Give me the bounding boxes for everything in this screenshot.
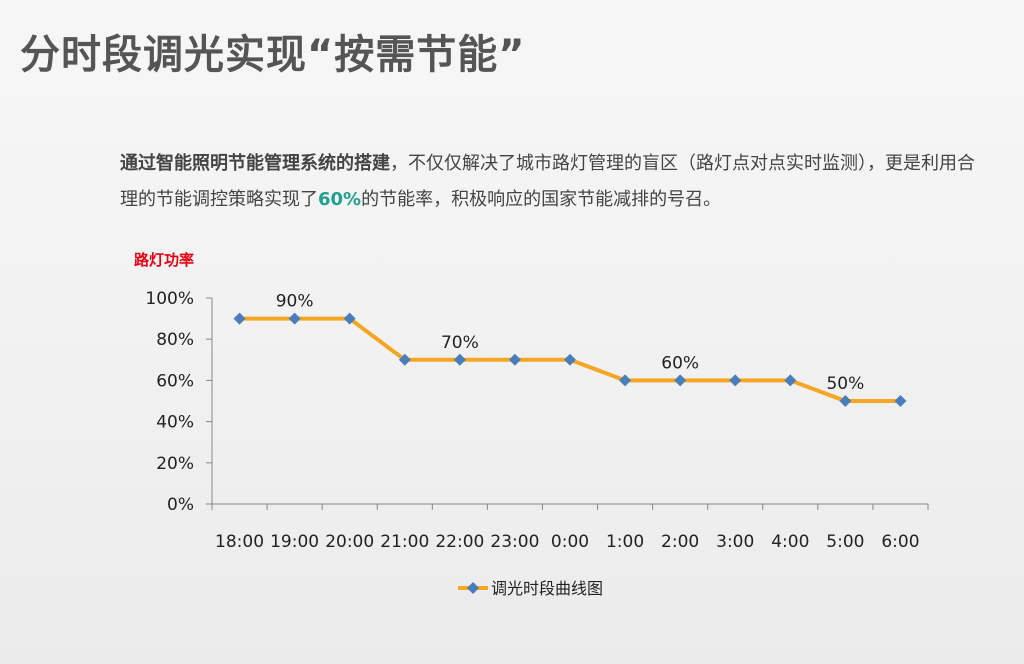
data-point	[894, 395, 907, 407]
description-text-1: ，不仅仅解决了城市路灯管理的盲区（路灯点对点实时监测），更是利用合理的节能调控策…	[120, 153, 975, 210]
data-point	[784, 374, 797, 387]
x-tick-label: 1:00	[606, 532, 644, 552]
data-point	[398, 353, 411, 366]
y-tick-label: 40%	[156, 413, 194, 433]
description-highlight: 60%	[318, 189, 362, 210]
y-tick-label: 100%	[145, 289, 194, 309]
y-tick-label: 60%	[156, 371, 194, 391]
description-text-2: 的节能率，积极响应的国家节能减排的号召。	[361, 189, 722, 210]
x-tick-label: 20:00	[325, 532, 374, 552]
legend-label: 调光时段曲线图	[491, 579, 603, 598]
x-tick-label: 6:00	[881, 532, 919, 552]
x-tick-label: 18:00	[215, 532, 264, 552]
data-point	[233, 312, 246, 325]
data-label: 50%	[826, 374, 864, 394]
data-point	[288, 312, 301, 325]
x-tick-label: 4:00	[771, 532, 809, 552]
x-tick-label: 3:00	[716, 532, 754, 552]
x-tick-label: 19:00	[270, 532, 319, 552]
y-axis-label: 路灯功率	[134, 251, 194, 269]
data-point	[508, 353, 521, 366]
data-point	[343, 312, 356, 325]
x-tick-label: 0:00	[551, 532, 589, 552]
x-tick-label: 21:00	[380, 532, 429, 552]
y-tick-label: 20%	[156, 454, 194, 474]
data-point	[564, 353, 576, 366]
y-tick-label: 80%	[156, 330, 194, 350]
legend-marker	[467, 582, 479, 594]
data-label: 70%	[441, 333, 479, 353]
data-label: 60%	[661, 353, 699, 373]
data-point	[619, 374, 632, 387]
data-point	[674, 374, 687, 387]
data-point	[839, 395, 852, 407]
description-lead: 通过智能照明节能管理系统的搭建	[120, 153, 390, 174]
data-point	[453, 353, 466, 366]
x-tick-label: 2:00	[661, 532, 699, 552]
slide-title: 分时段调光实现“按需节能”	[20, 32, 526, 78]
y-tick-label: 0%	[167, 495, 194, 515]
data-point	[729, 374, 742, 387]
slide-description: 通过智能照明节能管理系统的搭建，不仅仅解决了城市路灯管理的盲区（路灯点对点实时监…	[120, 146, 990, 218]
data-label: 90%	[276, 292, 314, 312]
x-tick-label: 23:00	[490, 532, 539, 552]
x-tick-label: 5:00	[826, 532, 864, 552]
x-tick-label: 22:00	[435, 532, 484, 552]
